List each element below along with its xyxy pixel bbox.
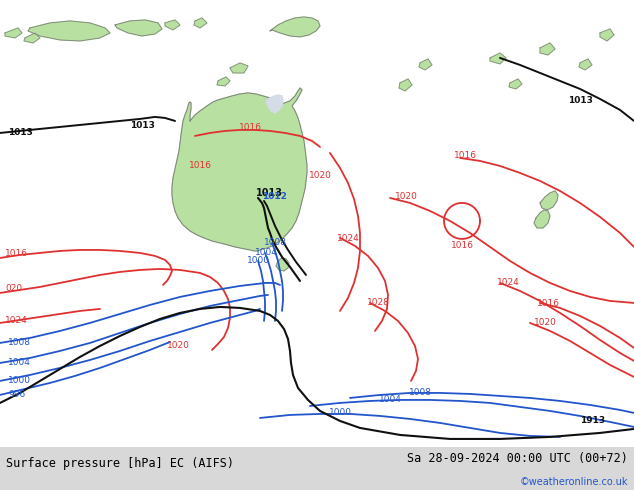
Text: 020: 020 bbox=[5, 284, 22, 293]
Text: Surface pressure [hPa] EC (AIFS): Surface pressure [hPa] EC (AIFS) bbox=[6, 457, 235, 470]
Text: 1016: 1016 bbox=[453, 151, 477, 160]
Text: 1004: 1004 bbox=[8, 358, 31, 367]
Text: 1024: 1024 bbox=[496, 278, 519, 287]
Polygon shape bbox=[230, 63, 248, 73]
Text: Sa 28-09-2024 00:00 UTC (00+72): Sa 28-09-2024 00:00 UTC (00+72) bbox=[407, 452, 628, 466]
Polygon shape bbox=[172, 88, 307, 251]
Polygon shape bbox=[419, 59, 432, 70]
Text: 1008: 1008 bbox=[408, 388, 432, 397]
Text: 1000: 1000 bbox=[247, 256, 269, 265]
Polygon shape bbox=[540, 191, 558, 210]
Polygon shape bbox=[579, 59, 592, 70]
Polygon shape bbox=[600, 29, 614, 41]
Polygon shape bbox=[534, 210, 550, 228]
Polygon shape bbox=[270, 17, 320, 37]
Text: 1008: 1008 bbox=[264, 238, 287, 247]
Text: 1020: 1020 bbox=[309, 171, 332, 180]
Polygon shape bbox=[165, 20, 180, 30]
Text: 1013: 1013 bbox=[567, 96, 592, 105]
Text: 1000: 1000 bbox=[8, 376, 31, 385]
Text: 1004: 1004 bbox=[255, 248, 278, 257]
Text: 996: 996 bbox=[8, 390, 25, 399]
Polygon shape bbox=[115, 20, 162, 36]
Polygon shape bbox=[509, 79, 522, 89]
Text: 1013: 1013 bbox=[130, 121, 155, 130]
Text: 1024: 1024 bbox=[5, 316, 28, 325]
Polygon shape bbox=[276, 258, 289, 271]
Text: 1028: 1028 bbox=[366, 298, 389, 307]
Text: 1012: 1012 bbox=[262, 192, 287, 201]
Polygon shape bbox=[217, 77, 230, 86]
Text: 1008: 1008 bbox=[8, 338, 31, 347]
Text: 1020: 1020 bbox=[534, 318, 557, 327]
Text: 1004: 1004 bbox=[378, 395, 401, 404]
Polygon shape bbox=[540, 43, 555, 55]
Text: 1016: 1016 bbox=[536, 299, 559, 308]
Text: 1024: 1024 bbox=[337, 234, 359, 243]
Text: 1016: 1016 bbox=[5, 249, 28, 258]
Text: 1013: 1013 bbox=[8, 128, 33, 137]
Text: ©weatheronline.co.uk: ©weatheronline.co.uk bbox=[519, 477, 628, 487]
Polygon shape bbox=[194, 18, 207, 28]
Text: 1016: 1016 bbox=[238, 123, 261, 132]
Polygon shape bbox=[28, 21, 110, 41]
Polygon shape bbox=[399, 79, 412, 91]
Polygon shape bbox=[266, 95, 283, 113]
Text: 1013: 1013 bbox=[256, 188, 283, 198]
Polygon shape bbox=[490, 53, 506, 64]
Polygon shape bbox=[5, 28, 22, 38]
Text: 1016: 1016 bbox=[188, 161, 212, 170]
Text: 1000: 1000 bbox=[328, 408, 351, 417]
Text: 1020: 1020 bbox=[395, 192, 418, 201]
Text: 1020: 1020 bbox=[167, 341, 190, 350]
Polygon shape bbox=[24, 33, 40, 43]
Text: 1016: 1016 bbox=[451, 241, 474, 250]
Text: 1913: 1913 bbox=[580, 416, 605, 425]
